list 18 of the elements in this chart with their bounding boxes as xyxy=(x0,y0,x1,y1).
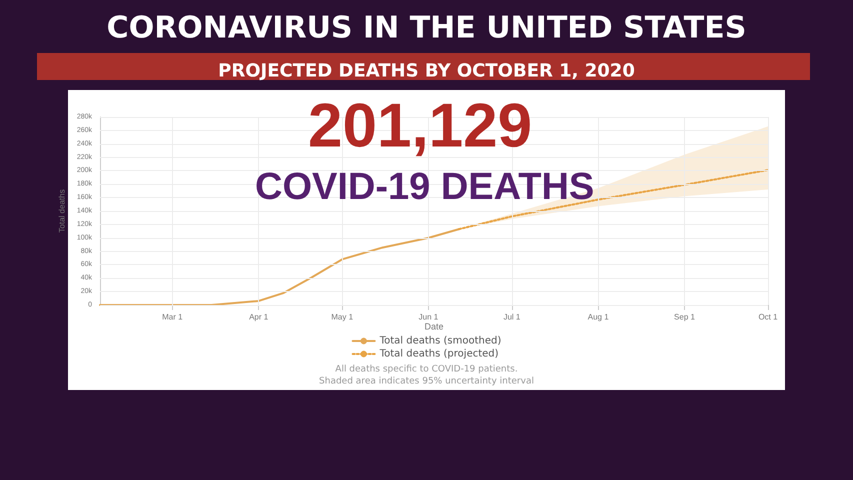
annotation: 201,129 xyxy=(308,92,532,160)
x-tick-label: Sep 1 xyxy=(674,312,696,322)
text: Shaded area indicates 95% uncertainty interval xyxy=(319,376,534,386)
legend-label: Total deaths (projected) xyxy=(378,348,499,360)
x-tick-label: Mar 1 xyxy=(162,312,184,322)
x-tick-label: Aug 1 xyxy=(588,312,610,322)
x-axis-title: Date xyxy=(424,322,444,332)
x-tick-label: Jun 1 xyxy=(418,312,439,322)
text: All deaths specific to COVID-19 patients. xyxy=(335,364,518,374)
legend-label: Total deaths (smoothed) xyxy=(378,336,502,346)
chart-title: CORONAVIRUS IN THE UNITED STATES xyxy=(106,10,746,46)
x-tick-label: Jul 1 xyxy=(503,312,521,322)
annotation: COVID-19 DEATHS xyxy=(255,166,594,208)
x-tick-label: Oct 1 xyxy=(758,312,778,322)
y-axis-title: Total deaths xyxy=(57,189,66,233)
x-tick-label: May 1 xyxy=(331,312,354,322)
chart-subtitle: PROJECTED DEATHS BY OCTOBER 1, 2020 xyxy=(218,60,635,82)
x-tick-label: Apr 1 xyxy=(249,312,269,322)
